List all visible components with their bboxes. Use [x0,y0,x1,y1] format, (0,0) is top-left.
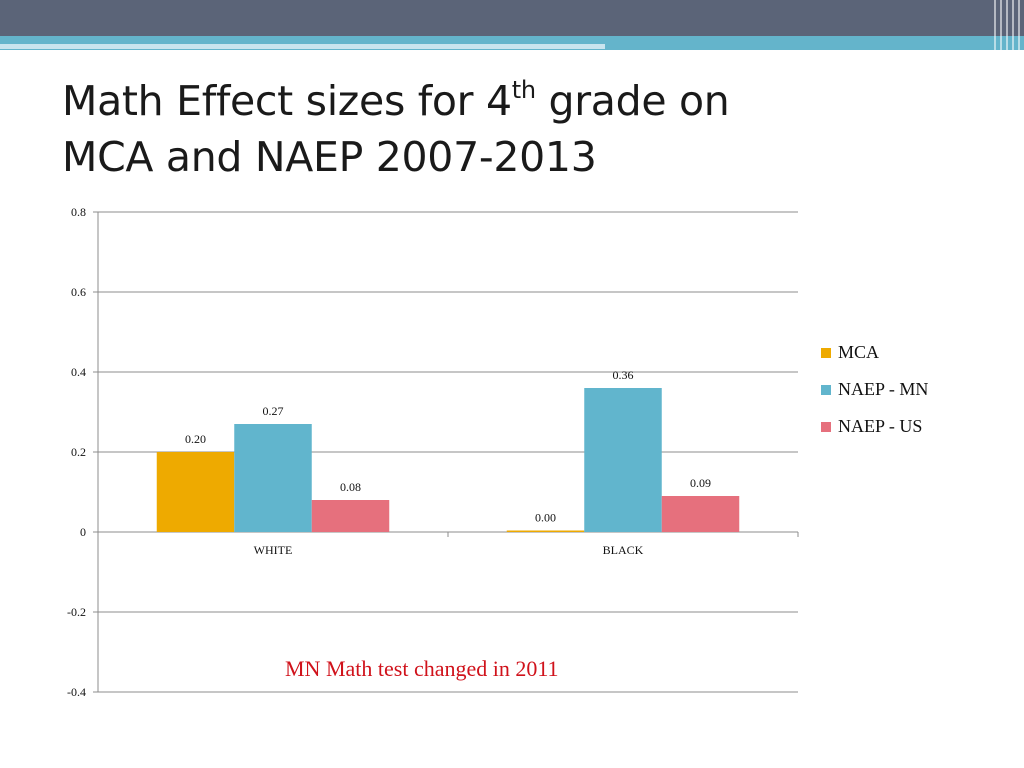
data-label: 0.20 [185,432,206,446]
title-prefix: Math Effect sizes for 4 [62,77,512,125]
y-tick-label: 0.4 [71,365,86,379]
legend-swatch [821,347,831,358]
bar [311,500,390,532]
accent-stripe-highlight [0,44,605,49]
y-tick-label: -0.4 [67,685,86,699]
x-tick-label: BLACK [603,543,644,557]
legend-item: NAEP - US [821,408,928,445]
title-line-2: MCA and NAEP 2007-2013 [62,133,597,181]
legend-swatch [821,384,831,395]
y-tick-label: -0.2 [67,605,86,619]
y-tick-label: 0.6 [71,285,86,299]
bar [156,452,235,532]
data-label: 0.27 [263,404,284,418]
y-tick-label: 0 [80,525,86,539]
legend-label: MCA [838,342,880,362]
bar [584,388,662,532]
corner-decoration [990,0,1024,50]
chart-legend: MCA NAEP - MN NAEP - US [821,334,928,445]
chart-annotation: MN Math test changed in 2011 [285,656,559,681]
bar [234,424,312,532]
title-superscript: th [511,76,536,105]
legend-item: MCA [821,334,928,371]
bar-chart: 0.80.60.40.20-0.2-0.40.200.270.08WHITE0.… [67,205,799,699]
data-label: 0.00 [535,511,556,525]
y-tick-label: 0.8 [71,205,86,219]
legend-label: NAEP - MN [838,379,929,399]
top-banner [0,0,1024,36]
title-suffix: grade on [535,77,730,125]
x-tick-label: WHITE [254,543,293,557]
slide-title: Math Effect sizes for 4th grade on MCA a… [62,73,730,185]
legend-item: NAEP - MN [821,371,928,408]
title-line-1: Math Effect sizes for 4th grade on [62,73,730,129]
y-tick-label: 0.2 [71,445,86,459]
bar [661,496,740,532]
bar [506,530,585,532]
legend-label: NAEP - US [838,416,923,436]
data-label: 0.09 [690,476,711,490]
data-label: 0.36 [613,368,634,382]
legend-swatch [821,421,831,432]
data-label: 0.08 [340,480,361,494]
